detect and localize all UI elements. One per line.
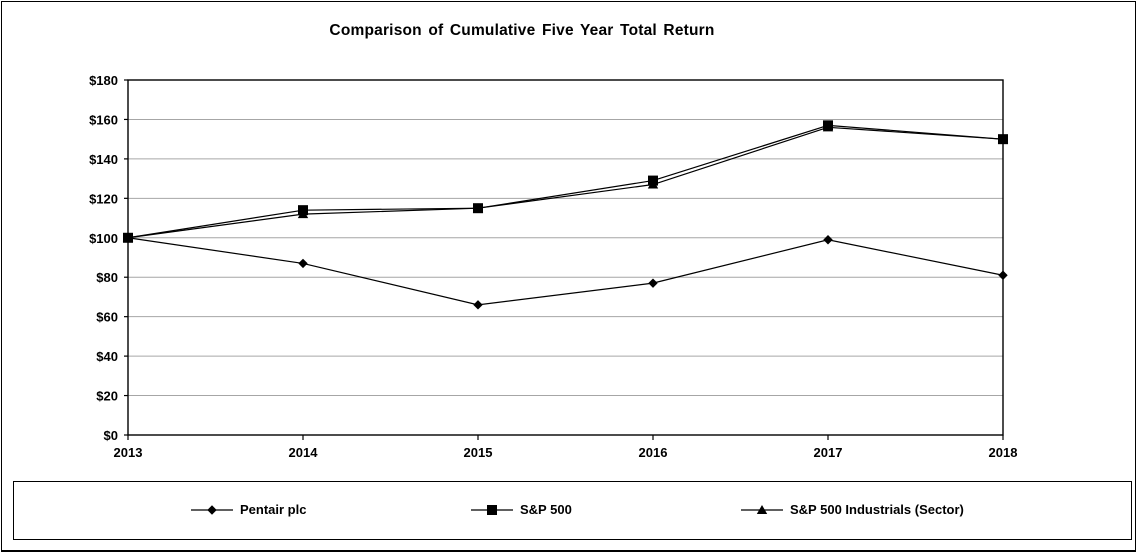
series-s-p-500 <box>123 120 1008 243</box>
x-axis-label: 2016 <box>639 445 668 460</box>
legend-label: S&P 500 <box>520 502 572 517</box>
plot-area: $0 $20 $40 $60 $80 $100 $120 $140 $160 $180 2013 20… <box>89 73 1018 460</box>
y-axis-label: $160 <box>89 112 118 127</box>
legend-label: Pentair plc <box>240 502 307 517</box>
x-axis-label: 2014 <box>289 445 319 460</box>
x-axis-label: 2017 <box>814 445 843 460</box>
y-axis-label: $0 <box>104 428 118 443</box>
x-axis-label: 2013 <box>114 445 143 460</box>
legend-item-s-p-500-industrials-sector-: S&P 500 Industrials (Sector) <box>741 502 964 517</box>
y-axis-label: $80 <box>96 270 118 285</box>
triangle-marker-icon <box>741 504 783 514</box>
y-axis-label: $60 <box>96 310 118 325</box>
y-axis-label: $40 <box>96 349 118 364</box>
y-axis-label: $100 <box>89 231 118 246</box>
plot-border <box>127 79 1004 436</box>
legend-item-pentair-plc: Pentair plc <box>191 502 306 517</box>
series-s-p-500-industrials-sector- <box>122 122 1009 242</box>
series-pentair-plc <box>123 233 1008 310</box>
y-axis-label: $120 <box>89 191 118 206</box>
diamond-marker-icon <box>191 504 233 515</box>
x-axis-label: 2015 <box>464 445 493 460</box>
y-axis-label: $20 <box>96 389 118 404</box>
chart-title: Comparison of Cumulative Five Year Total… <box>329 22 715 39</box>
x-axis-label: 2018 <box>989 445 1018 460</box>
legend-box: Pentair plc S&P 500 S&P 500 Industrials (S… <box>13 481 1132 540</box>
legend-item-s-p-500: S&P 500 <box>471 502 572 517</box>
y-axis-label: $180 <box>89 73 118 88</box>
square-marker-icon <box>471 504 513 515</box>
legend-label: S&P 500 Industrials (Sector) <box>790 502 964 517</box>
y-axis-label: $140 <box>89 152 118 167</box>
